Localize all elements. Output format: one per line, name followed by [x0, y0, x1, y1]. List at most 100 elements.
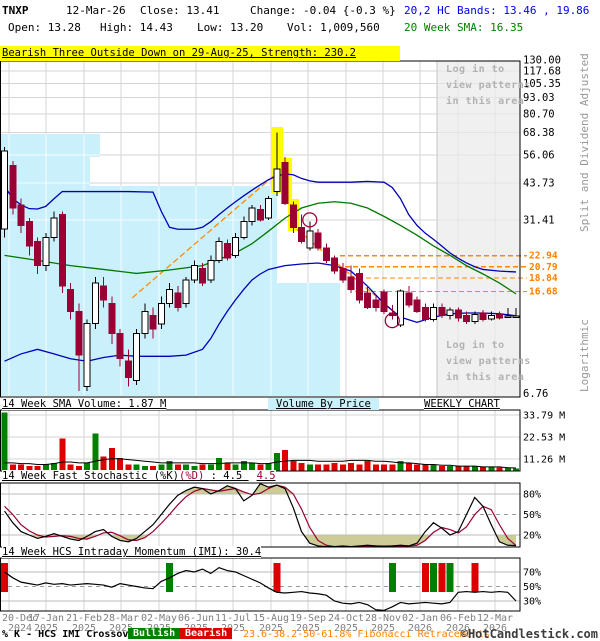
candlestick: [273, 168, 281, 193]
candlestick: [25, 221, 33, 247]
date-tick-label: 2025: [334, 623, 358, 634]
candlestick: [314, 232, 322, 249]
volume-bar: [42, 464, 49, 471]
volume-bar: [133, 464, 140, 471]
volume-bar: [108, 448, 115, 471]
volume-bar: [381, 464, 387, 471]
price-tick-label: 80.70: [523, 108, 555, 120]
date-tick-label: 06-Jun: [178, 613, 214, 624]
volume-pane-border: [0, 409, 521, 472]
copyright-link[interactable]: ©HotCandlestick.com: [460, 627, 598, 641]
volume-bar: [430, 464, 437, 471]
volume-bar: [496, 467, 503, 471]
price-tick-label: 105.35: [523, 78, 561, 90]
candlestick: [421, 306, 429, 321]
date-tick-label: 11-Jul: [215, 613, 251, 624]
volume-pane-title: 14 Week SMA Volume: 1.87 M: [2, 398, 167, 410]
stochastic-tick-label: 80%: [523, 490, 541, 501]
volume-bar: [455, 466, 462, 471]
login-notice-top[interactable]: Log in to view patterns in this area: [446, 64, 531, 107]
candlestick: [512, 315, 520, 319]
candlestick: [364, 292, 371, 308]
price-tick-label: 68.38: [523, 127, 555, 139]
candlestick: [100, 285, 107, 301]
login-notice-bottom[interactable]: Log in to view patterns in this area: [446, 340, 531, 383]
candlestick: [67, 288, 74, 312]
price-tick-label: 130.00: [523, 54, 561, 66]
volume-by-price-band: [0, 134, 100, 157]
candlestick: [166, 288, 173, 305]
candlestick: [331, 257, 338, 272]
volume-by-price-label: Volume By Price: [268, 398, 379, 410]
candlestick: [42, 236, 50, 267]
candlestick: [463, 314, 470, 322]
bullish-signal-bar: [430, 563, 437, 592]
stochastic-title-d: (%D): [179, 470, 205, 482]
candlestick: [496, 314, 503, 319]
price-tick-label: 93.03: [523, 92, 555, 104]
imi-tick-label: 30%: [523, 597, 541, 608]
close-value: Close: 13.41: [140, 4, 220, 17]
bullish-badge: Bullish: [128, 628, 181, 639]
candlestick: [430, 306, 437, 321]
price-tick-label: 43.73: [523, 177, 555, 189]
candlestick: [413, 299, 421, 312]
candlestick: [446, 309, 454, 316]
candlestick: [50, 217, 58, 238]
volume-bar: [51, 462, 57, 471]
crossover-legend: % K - HCS IMI Crossover,: [2, 629, 147, 640]
stochastic-d-line: [4, 484, 517, 548]
main-pane-border: [0, 60, 521, 398]
volume-bar: [1, 412, 8, 471]
candlestick: [438, 306, 446, 316]
volume-bar: [75, 466, 82, 471]
axis-label-logarithmic: Logarithmic: [578, 319, 591, 392]
stochastic-value-d: 4.5: [256, 470, 276, 482]
candlestick: [454, 309, 462, 319]
volume-bar: [282, 449, 288, 471]
volume-bar: [331, 462, 338, 471]
date-tick-label: 2026: [446, 623, 470, 634]
candlestick: [149, 314, 157, 330]
stochastic-k-line: [4, 483, 517, 548]
date-tick-label: 19-Sep: [290, 613, 326, 624]
volume-value: Vol: 1,009,560: [287, 21, 380, 34]
candlestick: [182, 279, 190, 305]
login-region: [437, 61, 520, 397]
bullish-signal-bar: [388, 563, 396, 592]
candlestick: [471, 314, 479, 322]
candlestick: [281, 161, 289, 204]
change-value: Change: -0.04 {-0.3 %}: [250, 4, 396, 17]
candlestick: [215, 241, 223, 261]
volume-bar: [92, 433, 99, 471]
volume-bar: [257, 464, 264, 471]
date-tick-label: 2024: [8, 623, 32, 634]
volume-bar: [447, 466, 453, 471]
date-tick-label: 2025: [34, 623, 58, 634]
price-tick-label: 56.06: [523, 149, 555, 161]
candlestick: [380, 291, 388, 312]
volume-bar: [59, 438, 66, 471]
volume-bar: [9, 464, 16, 471]
candlestick: [91, 282, 99, 324]
candlestick: [58, 214, 66, 287]
date-tick-label: 24-Oct: [328, 613, 364, 624]
candlestick: [347, 276, 355, 290]
date-tick-label: 21-Feb: [66, 613, 102, 624]
imi-tick-label: 70%: [523, 568, 541, 579]
date-tick-label: 2026: [408, 623, 432, 634]
stochastic-title-k: 14 Week Fast Stochastic (%K): [2, 470, 180, 482]
candlestick: [487, 314, 495, 320]
volume-bar: [348, 462, 354, 471]
candlestick: [1, 150, 8, 230]
candlestick: [256, 209, 264, 221]
volume-bar: [397, 461, 404, 471]
upper-hc-band: [3, 173, 517, 273]
sma-value: 20 Week SMA: 16.35: [404, 21, 524, 34]
high-value: High: 14.43: [100, 21, 173, 34]
candlestick: [190, 265, 198, 281]
volume-bar: [339, 464, 346, 471]
volume-bar: [488, 466, 495, 471]
fibonacci-level-label: 20.79: [529, 262, 558, 273]
